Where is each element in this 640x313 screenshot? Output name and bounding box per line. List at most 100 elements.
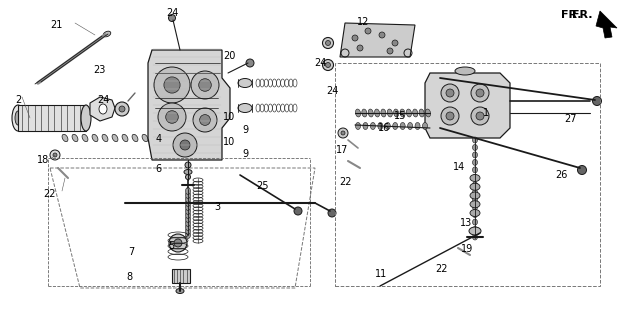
Text: 22: 22: [339, 177, 352, 187]
Ellipse shape: [385, 122, 390, 130]
Ellipse shape: [186, 232, 191, 239]
Ellipse shape: [186, 223, 191, 230]
Ellipse shape: [472, 167, 477, 173]
Ellipse shape: [472, 145, 477, 151]
Ellipse shape: [472, 204, 477, 210]
Ellipse shape: [406, 109, 412, 117]
Ellipse shape: [186, 215, 191, 223]
Ellipse shape: [115, 102, 129, 116]
Polygon shape: [340, 23, 415, 57]
Ellipse shape: [387, 109, 392, 117]
Ellipse shape: [341, 131, 345, 135]
Ellipse shape: [12, 105, 24, 131]
Circle shape: [365, 28, 371, 34]
Circle shape: [180, 140, 190, 150]
Text: 14: 14: [453, 162, 466, 172]
Polygon shape: [596, 11, 617, 38]
Ellipse shape: [577, 166, 586, 175]
Text: 2: 2: [15, 95, 21, 105]
Text: 13: 13: [460, 218, 472, 228]
Ellipse shape: [172, 134, 178, 142]
Circle shape: [164, 77, 180, 93]
Text: 9: 9: [243, 149, 249, 159]
Ellipse shape: [400, 122, 405, 130]
Text: 24: 24: [314, 58, 326, 68]
Ellipse shape: [355, 109, 360, 117]
Text: 20: 20: [223, 51, 236, 61]
Ellipse shape: [470, 201, 480, 208]
Ellipse shape: [374, 109, 380, 117]
Ellipse shape: [15, 111, 21, 125]
Ellipse shape: [323, 38, 333, 49]
Ellipse shape: [368, 109, 373, 117]
Ellipse shape: [422, 122, 428, 130]
Ellipse shape: [132, 134, 138, 142]
Ellipse shape: [176, 289, 184, 294]
Text: 4: 4: [156, 134, 162, 144]
Ellipse shape: [470, 192, 480, 199]
Ellipse shape: [338, 128, 348, 138]
Ellipse shape: [362, 109, 367, 117]
Text: 3: 3: [214, 202, 221, 212]
Text: 8: 8: [126, 272, 132, 282]
Ellipse shape: [186, 196, 191, 203]
Text: 9: 9: [243, 125, 249, 135]
Text: 11: 11: [374, 269, 387, 279]
Circle shape: [198, 79, 211, 91]
Circle shape: [476, 112, 484, 120]
Text: FR.: FR.: [572, 10, 592, 20]
Text: 22: 22: [44, 189, 56, 199]
Text: 19: 19: [461, 244, 474, 254]
Text: 18: 18: [37, 155, 50, 165]
Ellipse shape: [152, 134, 158, 142]
Circle shape: [476, 89, 484, 97]
Ellipse shape: [103, 31, 111, 37]
Ellipse shape: [472, 197, 477, 203]
Circle shape: [471, 84, 489, 102]
Ellipse shape: [169, 234, 187, 252]
Ellipse shape: [393, 122, 397, 130]
Circle shape: [154, 67, 190, 103]
Text: 24: 24: [326, 86, 339, 96]
Ellipse shape: [238, 79, 252, 88]
Ellipse shape: [472, 159, 477, 165]
Ellipse shape: [472, 152, 477, 158]
Ellipse shape: [142, 134, 148, 142]
Text: 5: 5: [168, 241, 175, 251]
Ellipse shape: [82, 134, 88, 142]
Text: 26: 26: [556, 170, 568, 180]
Circle shape: [441, 84, 459, 102]
Ellipse shape: [472, 137, 477, 143]
Ellipse shape: [50, 150, 60, 160]
Ellipse shape: [186, 228, 191, 234]
Ellipse shape: [99, 104, 107, 114]
Text: FR.: FR.: [561, 10, 582, 20]
Ellipse shape: [186, 175, 191, 179]
Ellipse shape: [53, 153, 57, 157]
Ellipse shape: [472, 182, 477, 188]
Text: 27: 27: [564, 114, 577, 124]
Ellipse shape: [472, 212, 477, 218]
Text: 17: 17: [336, 145, 349, 155]
Text: 6: 6: [156, 164, 162, 174]
Ellipse shape: [394, 109, 399, 117]
Ellipse shape: [185, 162, 191, 168]
Text: 24: 24: [166, 8, 179, 18]
Text: 22: 22: [435, 264, 448, 274]
Ellipse shape: [408, 122, 413, 130]
Circle shape: [200, 115, 211, 126]
Circle shape: [173, 133, 197, 157]
Ellipse shape: [472, 234, 477, 240]
Ellipse shape: [470, 175, 480, 182]
Ellipse shape: [363, 122, 368, 130]
Ellipse shape: [326, 63, 330, 68]
Ellipse shape: [381, 109, 386, 117]
Ellipse shape: [186, 212, 191, 218]
Polygon shape: [425, 73, 510, 138]
Ellipse shape: [92, 134, 98, 142]
Ellipse shape: [326, 40, 330, 45]
Ellipse shape: [415, 122, 420, 130]
Text: 21: 21: [50, 20, 63, 30]
Ellipse shape: [184, 170, 192, 175]
Ellipse shape: [102, 134, 108, 142]
